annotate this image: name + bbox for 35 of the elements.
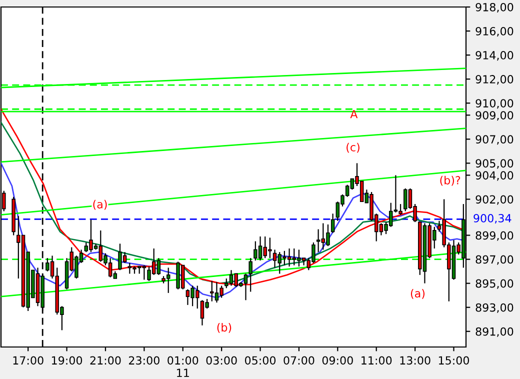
y-tick-label: 895,00 xyxy=(476,279,514,289)
x-tick-label: 01:00 11 xyxy=(168,356,198,377)
x-tick-label: 03:00 xyxy=(206,356,237,365)
x-tick-label: 11:00 xyxy=(362,356,392,365)
annotation: (a) xyxy=(93,200,107,210)
y-tick-label: 902,00 xyxy=(476,195,514,205)
y-tick-label: 912,00 xyxy=(476,75,514,85)
annotation: (b)? xyxy=(440,176,460,186)
x-tick-label: 13:00 xyxy=(400,356,430,365)
candlestick xyxy=(330,213,335,234)
x-tick-label: 15:00 xyxy=(438,356,470,365)
y-tick-label: 918,00 xyxy=(476,2,514,13)
y-tick-label: 914,00 xyxy=(476,51,514,61)
x-tick-label: 17:00 xyxy=(13,356,44,365)
y-tick-label: 904,00 xyxy=(476,171,514,181)
y-tick-label: 907,00 xyxy=(476,135,514,145)
x-tick-label: 07:00 xyxy=(284,356,314,365)
annotation: (c) xyxy=(346,142,360,153)
x-tick-label: 05:00 xyxy=(244,356,276,365)
annotation: A xyxy=(350,110,358,118)
x-tick-label: 23:00 xyxy=(128,356,160,365)
y-tick-label: 899,00 xyxy=(476,231,514,241)
y-tick-label: 910,00 xyxy=(476,99,514,109)
annotation: (a) xyxy=(410,288,425,299)
annotation: (b) xyxy=(217,323,232,333)
y-tick-label: 897,00 xyxy=(476,255,514,265)
x-tick-label: 19:00 xyxy=(52,356,82,365)
y-tick-label: 916,00 xyxy=(476,27,514,37)
ref-line-label: 900,34 xyxy=(474,214,512,224)
y-tick-label: 891,00 xyxy=(476,327,514,337)
x-tick-label: 09:00 xyxy=(322,356,353,365)
y-tick-label: 905,00 xyxy=(476,159,514,169)
x-tick-label: 21:00 xyxy=(90,356,121,365)
y-tick-label: 893,00 xyxy=(476,303,514,313)
y-tick-label: 909,00 xyxy=(476,111,514,121)
